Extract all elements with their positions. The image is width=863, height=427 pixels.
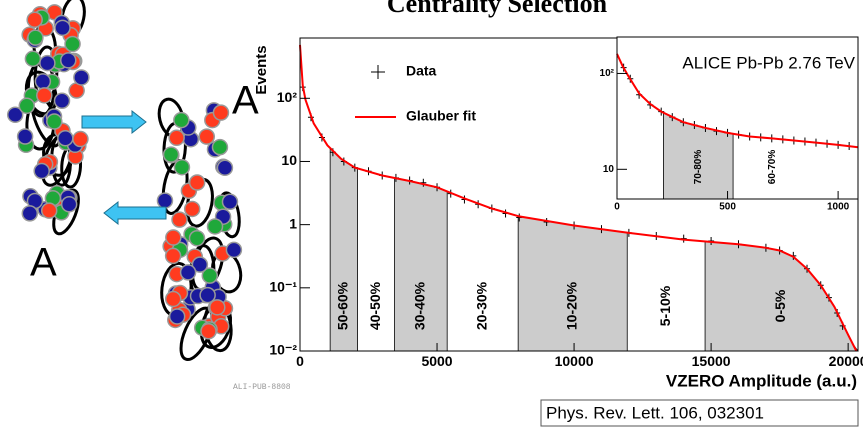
nucleus-label: A: [232, 79, 259, 123]
nucleon: [34, 73, 52, 90]
x-tick-label: 10000: [555, 353, 594, 369]
legend-marker: [371, 65, 385, 79]
y-tick-label: 10²: [277, 89, 298, 105]
nucleon: [168, 129, 185, 147]
nucleon: [188, 174, 206, 191]
fit-line: [616, 53, 859, 149]
arrow: [103, 200, 167, 226]
nucleon: [72, 130, 89, 148]
centrality-bin-label: 10-20%: [563, 281, 579, 330]
arrow: [81, 109, 147, 135]
centrality-bin-label: 40-50%: [367, 281, 383, 330]
nucleon: [60, 195, 78, 213]
nucleon: [33, 162, 50, 180]
nucleon: [162, 146, 180, 163]
nucleon: [221, 193, 239, 210]
nucleon: [209, 299, 226, 316]
centrality-bin-label: 0-5%: [772, 289, 788, 322]
nucleon: [73, 69, 90, 86]
x-axis-label: VZERO Amplitude (a.u.): [666, 371, 857, 390]
inset-title: ALICE Pb-Pb 2.76 TeV: [682, 53, 855, 72]
x-tick-label: 5000: [421, 353, 452, 369]
figure-id: ALI-PUB-8808: [233, 383, 291, 392]
nucleon: [46, 113, 63, 130]
nucleon: [24, 50, 42, 68]
nucleon: [206, 218, 224, 235]
y-tick-label: 10: [281, 152, 297, 168]
nucleon: [216, 159, 234, 176]
nucleon: [212, 104, 230, 121]
centrality-bin-label: 50-60%: [335, 281, 351, 330]
fit-line: [299, 44, 858, 352]
x-tick-label: 0: [614, 202, 620, 213]
x-tick-label: 20000: [829, 353, 863, 369]
y-tick-label: 1: [289, 215, 297, 231]
nucleon: [173, 158, 191, 176]
nucleon: [198, 128, 216, 145]
nucleon: [164, 247, 182, 265]
legend-label: Glauber fit: [406, 108, 476, 124]
centrality-bin-label: 20-30%: [473, 281, 489, 330]
centrality-bin-label: 5-10%: [657, 285, 673, 326]
y-tick-label: 10⁻²: [269, 342, 297, 358]
chart-title: Centrality Selection: [387, 0, 608, 18]
centrality-bin-label: 60-70%: [767, 150, 778, 185]
nucleon: [53, 92, 71, 109]
nucleon: [191, 256, 209, 273]
nucleon: [225, 241, 243, 259]
nucleon: [57, 129, 74, 147]
nuclei-diagram: [6, 0, 243, 362]
centrality-bin-label: 30-40%: [412, 281, 428, 330]
reference: Phys. Rev. Lett. 106, 032301: [546, 403, 764, 422]
nucleon: [18, 97, 36, 115]
centrality-bin-label: 70-80%: [693, 150, 704, 185]
nucleon: [6, 106, 24, 123]
nucleon: [165, 229, 182, 246]
nucleon: [27, 29, 44, 46]
nucleon: [168, 308, 186, 325]
plot-frame: [616, 36, 859, 200]
legend-label: Data: [406, 63, 437, 79]
nucleon: [64, 35, 81, 53]
nucleon: [199, 286, 216, 304]
nucleon: [21, 205, 39, 222]
nucleus-label: A: [30, 241, 57, 285]
y-tick-label: 10⁻¹: [269, 279, 297, 295]
nucleon: [173, 111, 190, 129]
nucleon: [156, 192, 174, 209]
nucleon: [171, 211, 188, 228]
reference-box: [540, 399, 859, 427]
y-tick-label: 10²: [600, 68, 615, 79]
x-tick-label: 500: [719, 202, 736, 213]
y-axis-label: Events: [253, 45, 270, 94]
nucleon: [164, 290, 182, 308]
y-tick-label: 10: [603, 164, 615, 175]
nucleon: [183, 200, 201, 218]
nucleon: [40, 202, 58, 219]
nucleon: [16, 128, 34, 145]
nucleon: [36, 87, 53, 104]
nucleon: [211, 138, 229, 156]
nucleon: [26, 11, 43, 29]
x-tick-label: 0: [296, 353, 304, 369]
nucleon: [54, 19, 71, 37]
inset-background: [617, 37, 858, 199]
nucleon: [188, 229, 206, 247]
nucleon: [179, 264, 197, 281]
nucleon: [39, 54, 56, 72]
x-tick-label: 15000: [692, 353, 731, 369]
nucleon: [201, 267, 219, 284]
nucleon: [60, 52, 77, 69]
nucleon: [200, 322, 217, 340]
x-tick-label: 1000: [827, 202, 850, 213]
